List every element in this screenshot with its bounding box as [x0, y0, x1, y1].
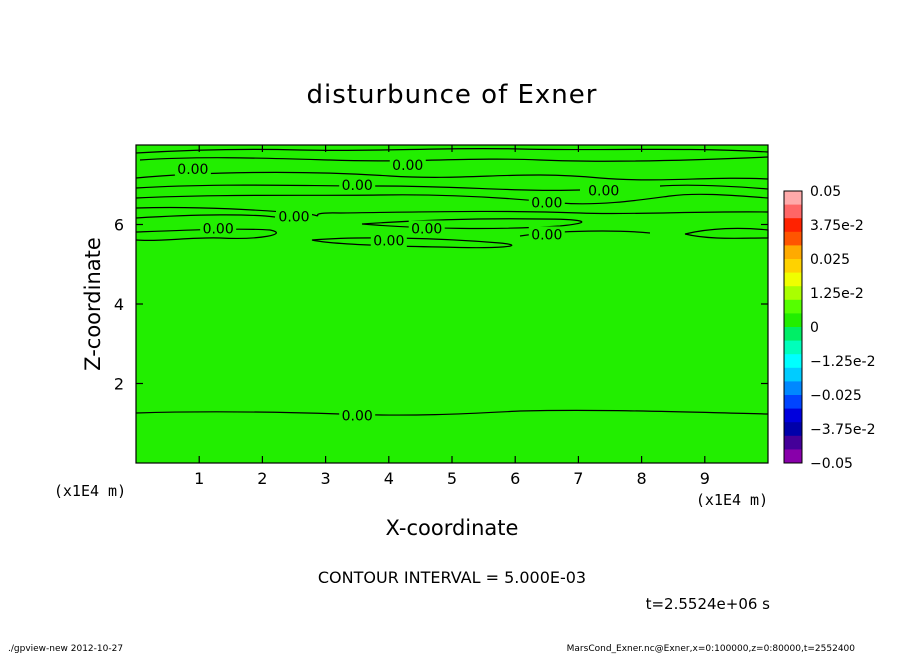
contour-label: 0.00: [392, 158, 423, 174]
colorbar-block: [784, 191, 802, 206]
colorbar-block: [784, 245, 802, 260]
colorbar-block: [784, 367, 802, 382]
x-axis-unit-left: (x1E4 m): [54, 482, 126, 500]
colorbar-block: [784, 218, 802, 233]
contour-line: [135, 171, 769, 181]
colorbar-labels: 0.05 3.75e-2 0.025 1.25e-2 0 −1.25e-2 −0.025 −3…: [810, 184, 875, 472]
contour-line: [135, 214, 276, 219]
colorbar-label: 0.05: [810, 184, 841, 200]
contour-label-bg: [174, 160, 211, 176]
x-tick-label: 7: [573, 469, 583, 488]
colorbar-block: [784, 204, 802, 219]
contour-label-bg: [370, 232, 407, 248]
chart-title: disturbunce of Exner: [307, 80, 598, 110]
contour-label: 0.00: [531, 227, 562, 243]
plot-area: 0.00 0.00 0.00 0.00 0.00 0.00 0.00 0.00 0.00 0.00…: [114, 144, 769, 488]
footer-source: MarsCond_Exner.nc@Exner,x=0:100000,z=0:8…: [567, 644, 856, 654]
colorbar-block: [784, 354, 802, 369]
y-tick-label: 2: [114, 375, 124, 394]
x-axis-ticks: 1 2 3 4 5 6 7 8 9: [194, 145, 710, 488]
contour-label: 0.00: [588, 184, 619, 200]
contour-line: [361, 218, 583, 230]
colorbar-label: −1.25e-2: [810, 354, 875, 370]
x-tick-label: 5: [447, 469, 457, 488]
contour-label-bg: [276, 208, 312, 224]
contour-label-bg: [408, 220, 445, 236]
colorbar-label: −0.025: [810, 388, 862, 404]
contour-line: [135, 206, 769, 217]
colorbar: 0.05 3.75e-2 0.025 1.25e-2 0 −1.25e-2 −0.025 −3…: [783, 184, 875, 472]
contour-label-bg: [528, 194, 565, 210]
contour-label: 0.00: [342, 408, 373, 424]
x-tick-label: 8: [637, 469, 647, 488]
x-axis-label: X-coordinate: [386, 516, 519, 540]
colorbar-block: [784, 299, 802, 314]
contour-label: 0.00: [177, 162, 208, 178]
contour-line: [135, 409, 769, 416]
colorbar-blocks: [784, 191, 802, 464]
colorbar-block: [784, 286, 802, 301]
colorbar-block: [784, 435, 802, 450]
contour-line: [659, 184, 769, 190]
x-tick-label: 9: [700, 469, 710, 488]
x-tick-label: 3: [321, 469, 331, 488]
y-tick-label: 4: [114, 295, 124, 314]
x-tick-label: 4: [384, 469, 394, 488]
field-fill: [136, 145, 768, 463]
colorbar-block: [784, 259, 802, 274]
colorbar-frame: [783, 190, 803, 464]
footer-program: ./gpview-new 2012-10-27: [8, 644, 123, 654]
colorbar-block: [784, 395, 802, 410]
colorbar-label: −3.75e-2: [810, 422, 875, 438]
x-tick-label: 1: [194, 469, 204, 488]
colorbar-block: [784, 327, 802, 342]
contour-line: [139, 156, 769, 162]
contour-label-bg: [585, 182, 622, 198]
contour-label: 0.00: [531, 196, 562, 212]
contour-label: 0.00: [203, 221, 234, 237]
y-tick-label: 6: [114, 216, 124, 235]
contour-line: [135, 184, 581, 192]
colorbar-block: [784, 272, 802, 287]
colorbar-label: 0.025: [810, 252, 850, 268]
colorbar-label: 3.75e-2: [810, 218, 864, 234]
colorbar-block: [784, 422, 802, 437]
contour-label-bg: [339, 176, 376, 192]
contour-label-bg: [528, 226, 565, 242]
colorbar-block: [784, 408, 802, 423]
contour-label: 0.00: [373, 233, 404, 249]
x-axis-unit-right: (x1E4 m): [696, 491, 768, 509]
contour-label-bg: [339, 407, 376, 423]
colorbar-label: −0.05: [810, 456, 853, 472]
contour-label: 0.00: [342, 178, 373, 194]
colorbar-label: 0: [810, 320, 819, 336]
y-axis-label: Z-coordinate: [81, 237, 105, 371]
contour-labels: 0.00 0.00 0.00 0.00 0.00 0.00 0.00 0.00 0.00 0.00…: [174, 156, 622, 424]
x-tick-label: 6: [510, 469, 520, 488]
contour-label-bg: [389, 156, 426, 172]
colorbar-block: [784, 340, 802, 355]
colorbar-block: [784, 449, 802, 464]
colorbar-block: [784, 231, 802, 246]
colorbar-label: 1.25e-2: [810, 286, 864, 302]
contour-line: [135, 193, 769, 205]
x-tick-label: 2: [257, 469, 267, 488]
contour-label: 0.00: [278, 210, 309, 226]
contour-label: 0.00: [411, 221, 442, 237]
contour-interval-text: CONTOUR INTERVAL = 5.000E-03: [318, 568, 586, 587]
colorbar-block: [784, 313, 802, 328]
colorbar-block: [784, 381, 802, 396]
contour-label-bg: [200, 220, 237, 236]
contour-line: [135, 147, 769, 154]
time-text: t=2.5524e+06 s: [646, 595, 771, 613]
y-axis-ticks: 2 4 6: [114, 216, 768, 394]
